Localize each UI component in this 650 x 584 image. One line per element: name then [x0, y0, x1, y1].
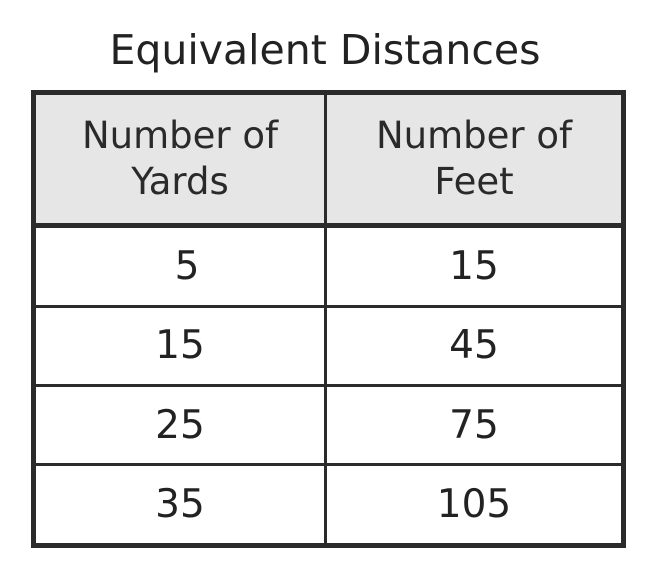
feet-cell: 45	[324, 304, 626, 387]
header-yards-line2: Yards	[131, 160, 229, 203]
table-row: 35 105	[31, 463, 626, 548]
yards-cell: 25	[31, 383, 327, 467]
feet-cell: 75	[324, 383, 626, 467]
header-yards-line1: Number of	[81, 114, 279, 157]
yards-cell: 15	[31, 304, 327, 387]
header-feet-line1: Number of	[375, 114, 573, 157]
header-yards: Number of Yards	[31, 90, 327, 228]
header-row: Number of Yards Number of Feet	[31, 90, 626, 228]
header-feet-line2: Feet	[434, 160, 514, 203]
equivalent-distances-table: Number of Yards Number of Feet 5 15 15 4…	[31, 90, 626, 548]
table-row: 25 75	[31, 383, 626, 467]
yards-cell: 5	[31, 224, 327, 308]
table-row: 15 45	[31, 304, 626, 387]
yards-cell: 35	[31, 463, 327, 548]
table-title: Equivalent Distances	[109, 26, 541, 74]
feet-cell: 105	[324, 463, 626, 548]
feet-cell: 15	[324, 224, 626, 308]
table-row: 5 15	[31, 224, 626, 308]
header-feet: Number of Feet	[324, 90, 626, 228]
